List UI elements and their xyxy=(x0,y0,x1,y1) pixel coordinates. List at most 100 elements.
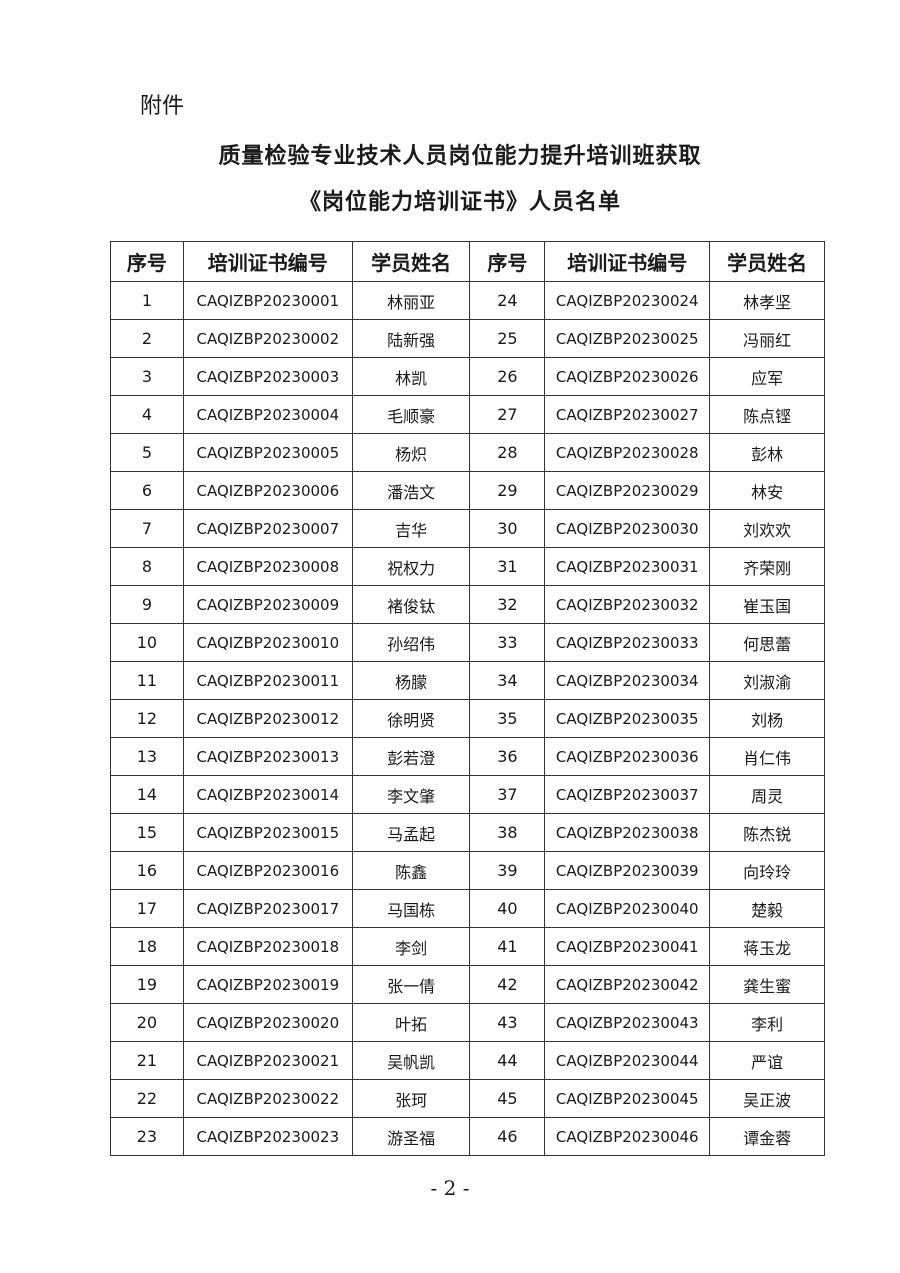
cell-name: 齐荣刚 xyxy=(709,547,825,586)
cell-seq: 38 xyxy=(469,813,546,852)
table-row: 6 CAQIZBP20230006 潘浩文 29 CAQIZBP20230029 林安 xyxy=(110,471,825,510)
cell-seq: 15 xyxy=(110,813,184,852)
cell-cert-no: CAQIZBP20230029 xyxy=(544,471,711,510)
cell-cert-no: CAQIZBP20230032 xyxy=(544,585,711,624)
cell-cert-no: CAQIZBP20230025 xyxy=(544,319,711,358)
cell-name: 陈鑫 xyxy=(351,851,471,890)
table-row: 2 CAQIZBP20230002 陆新强 25 CAQIZBP20230025 冯丽红 xyxy=(110,319,825,358)
cell-seq: 3 xyxy=(110,357,184,396)
table-row: 8 CAQIZBP20230008 祝权力 31 CAQIZBP20230031 齐荣刚 xyxy=(110,547,825,586)
cell-cert-no: CAQIZBP20230004 xyxy=(182,395,353,434)
cell-seq: 9 xyxy=(110,585,184,624)
cell-seq: 43 xyxy=(469,1003,546,1042)
cell-name: 刘欢欢 xyxy=(709,509,825,548)
table-row: 22 CAQIZBP20230022 张珂 45 CAQIZBP20230045 吴正波 xyxy=(110,1079,825,1118)
cell-seq: 26 xyxy=(469,357,546,396)
cell-cert-no: CAQIZBP20230038 xyxy=(544,813,711,852)
cell-name: 蒋玉龙 xyxy=(709,927,825,966)
cell-name: 何思蕾 xyxy=(709,623,825,662)
cell-seq: 21 xyxy=(110,1041,184,1080)
table-row: 15 CAQIZBP20230015 马孟起 38 CAQIZBP20230038 陈杰锐 xyxy=(110,813,825,852)
cell-seq: 36 xyxy=(469,737,546,776)
cell-cert-no: CAQIZBP20230033 xyxy=(544,623,711,662)
cell-cert-no: CAQIZBP20230039 xyxy=(544,851,711,890)
cell-cert-no: CAQIZBP20230023 xyxy=(182,1117,353,1156)
cell-name: 吴帆凯 xyxy=(351,1041,471,1080)
cell-seq: 5 xyxy=(110,433,184,472)
cell-seq: 20 xyxy=(110,1003,184,1042)
cell-cert-no: CAQIZBP20230018 xyxy=(182,927,353,966)
cell-name: 吴正波 xyxy=(709,1079,825,1118)
cell-seq: 40 xyxy=(469,889,546,928)
cell-name: 林丽亚 xyxy=(351,281,471,320)
cell-seq: 28 xyxy=(469,433,546,472)
cell-cert-no: CAQIZBP20230019 xyxy=(182,965,353,1004)
cell-name: 楚毅 xyxy=(709,889,825,928)
table-row: 9 CAQIZBP20230009 褚俊钛 32 CAQIZBP20230032 崔玉国 xyxy=(110,585,825,624)
cell-name: 陆新强 xyxy=(351,319,471,358)
cell-cert-no: CAQIZBP20230034 xyxy=(544,661,711,700)
cell-name: 孙绍伟 xyxy=(351,623,471,662)
table-row: 19 CAQIZBP20230019 张一倩 42 CAQIZBP20230042 龚生蜜 xyxy=(110,965,825,1004)
cell-seq: 10 xyxy=(110,623,184,662)
header-cert-no: 培训证书编号 xyxy=(182,241,353,282)
cell-seq: 25 xyxy=(469,319,546,358)
cell-name: 马国栋 xyxy=(351,889,471,928)
table-row: 14 CAQIZBP20230014 李文肇 37 CAQIZBP20230037 周灵 xyxy=(110,775,825,814)
table-row: 13 CAQIZBP20230013 彭若澄 36 CAQIZBP20230036 肖仁伟 xyxy=(110,737,825,776)
cell-name: 祝权力 xyxy=(351,547,471,586)
cell-seq: 29 xyxy=(469,471,546,510)
cell-name: 潘浩文 xyxy=(351,471,471,510)
cell-seq: 41 xyxy=(469,927,546,966)
table-row: 12 CAQIZBP20230012 徐明贤 35 CAQIZBP20230035 刘杨 xyxy=(110,699,825,738)
cell-cert-no: CAQIZBP20230041 xyxy=(544,927,711,966)
cell-seq: 16 xyxy=(110,851,184,890)
table-row: 4 CAQIZBP20230004 毛顺豪 27 CAQIZBP20230027 陈点铿 xyxy=(110,395,825,434)
cell-name: 叶拓 xyxy=(351,1003,471,1042)
cell-name: 徐明贤 xyxy=(351,699,471,738)
cell-seq: 44 xyxy=(469,1041,546,1080)
cell-seq: 42 xyxy=(469,965,546,1004)
cell-cert-no: CAQIZBP20230037 xyxy=(544,775,711,814)
attachment-label: 附件 xyxy=(140,94,185,119)
cell-seq: 31 xyxy=(469,547,546,586)
cell-cert-no: CAQIZBP20230006 xyxy=(182,471,353,510)
cell-cert-no: CAQIZBP20230015 xyxy=(182,813,353,852)
cell-name: 杨朦 xyxy=(351,661,471,700)
cell-cert-no: CAQIZBP20230005 xyxy=(182,433,353,472)
cell-seq: 34 xyxy=(469,661,546,700)
cell-name: 林凯 xyxy=(351,357,471,396)
cell-name: 林孝坚 xyxy=(709,281,825,320)
certificate-list-table: 序号 培训证书编号 学员姓名 序号 培训证书编号 学员姓名 1 CAQIZBP2023000… xyxy=(110,241,825,1156)
cell-seq: 39 xyxy=(469,851,546,890)
cell-seq: 6 xyxy=(110,471,184,510)
table-row: 5 CAQIZBP20230005 杨炽 28 CAQIZBP20230028 彭林 xyxy=(110,433,825,472)
cell-seq: 12 xyxy=(110,699,184,738)
cell-name: 杨炽 xyxy=(351,433,471,472)
table-row: 10 CAQIZBP20230010 孙绍伟 33 CAQIZBP20230033 何思蕾 xyxy=(110,623,825,662)
header-seq: 序号 xyxy=(469,241,546,282)
cell-cert-no: CAQIZBP20230002 xyxy=(182,319,353,358)
table-row: 17 CAQIZBP20230017 马国栋 40 CAQIZBP20230040 楚毅 xyxy=(110,889,825,928)
cell-cert-no: CAQIZBP20230016 xyxy=(182,851,353,890)
cell-seq: 17 xyxy=(110,889,184,928)
cell-name: 刘杨 xyxy=(709,699,825,738)
cell-seq: 22 xyxy=(110,1079,184,1118)
cell-cert-no: CAQIZBP20230008 xyxy=(182,547,353,586)
cell-name: 冯丽红 xyxy=(709,319,825,358)
cell-seq: 4 xyxy=(110,395,184,434)
cell-seq: 27 xyxy=(469,395,546,434)
cell-name: 周灵 xyxy=(709,775,825,814)
cell-name: 陈杰锐 xyxy=(709,813,825,852)
cell-cert-no: CAQIZBP20230021 xyxy=(182,1041,353,1080)
cell-cert-no: CAQIZBP20230043 xyxy=(544,1003,711,1042)
cell-name: 李文肇 xyxy=(351,775,471,814)
cell-cert-no: CAQIZBP20230031 xyxy=(544,547,711,586)
header-name: 学员姓名 xyxy=(709,241,825,282)
cell-cert-no: CAQIZBP20230042 xyxy=(544,965,711,1004)
cell-cert-no: CAQIZBP20230017 xyxy=(182,889,353,928)
cell-cert-no: CAQIZBP20230046 xyxy=(544,1117,711,1156)
table-row: 23 CAQIZBP20230023 游圣福 46 CAQIZBP20230046 谭金蓉 xyxy=(110,1117,825,1156)
page-number: - 2 - xyxy=(430,1176,470,1200)
table-row: 3 CAQIZBP20230003 林凯 26 CAQIZBP20230026 应军 xyxy=(110,357,825,396)
